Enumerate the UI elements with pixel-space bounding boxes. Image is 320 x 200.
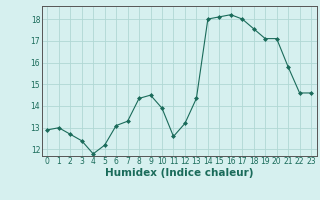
X-axis label: Humidex (Indice chaleur): Humidex (Indice chaleur): [105, 168, 253, 178]
